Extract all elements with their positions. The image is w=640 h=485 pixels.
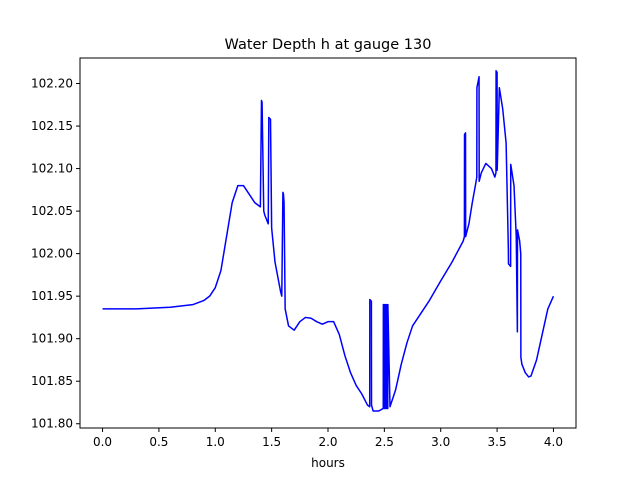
y-tick-label: 102.00 xyxy=(31,247,73,261)
x-tick-label: 3.5 xyxy=(488,435,507,449)
y-tick-label: 102.15 xyxy=(31,119,73,133)
y-tick-label: 101.95 xyxy=(31,289,73,303)
y-tick-label: 102.05 xyxy=(31,204,73,218)
y-tick-label: 101.80 xyxy=(31,417,73,431)
x-axis-label: hours xyxy=(311,456,345,470)
x-tick-label: 2.5 xyxy=(375,435,394,449)
x-tick-label: 1.5 xyxy=(262,435,281,449)
y-tick-label: 101.90 xyxy=(31,332,73,346)
y-tick-label: 102.10 xyxy=(31,162,73,176)
x-tick-label: 3.0 xyxy=(431,435,450,449)
y-tick-label: 101.85 xyxy=(31,374,73,388)
x-tick-label: 0.0 xyxy=(93,435,112,449)
y-axis-ticks: 101.80 101.85 101.90 101.95 102.00 102.05 102.… xyxy=(31,77,80,431)
x-tick-label: 2.0 xyxy=(318,435,337,449)
x-tick-label: 4.0 xyxy=(544,435,563,449)
chart-title: Water Depth h at gauge 130 xyxy=(225,37,432,53)
x-axis-ticks: 0.0 0.5 1.0 1.5 2.0 2.5 3.0 3.5 4.0 xyxy=(93,428,563,449)
x-tick-label: 0.5 xyxy=(149,435,168,449)
x-tick-label: 1.0 xyxy=(206,435,225,449)
series-line-0 xyxy=(102,70,555,412)
series-layer xyxy=(102,70,555,412)
plot-area xyxy=(80,58,576,428)
y-tick-label: 102.20 xyxy=(31,77,73,91)
